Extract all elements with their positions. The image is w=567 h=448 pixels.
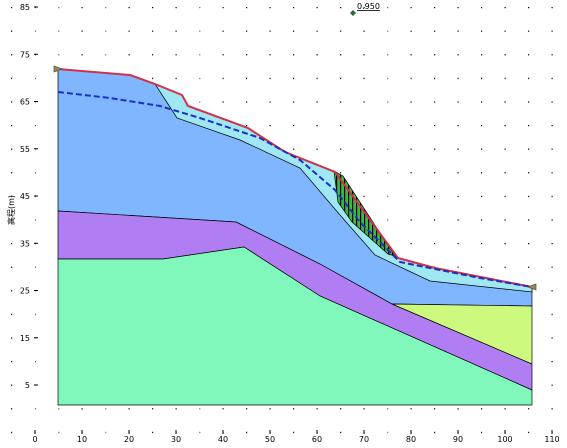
y-tick-label: 25 [20,287,30,296]
x-tick-label: 30 [171,435,181,444]
x-tick-label: 40 [218,435,228,444]
slip-center-marker [350,10,356,16]
axes: 0 10 20 30 40 50 60 70 80 90 100 110 5 15 25 35 45 55 65 75… [20,3,560,444]
x-tick-label: 90 [453,435,463,444]
yellow-layer [391,303,533,365]
x-tick-label: 110 [544,435,559,444]
y-tick-label: 85 [20,3,30,12]
x-tick-label: 20 [124,435,134,444]
y-tick-label: 15 [20,334,30,343]
x-tick-label: 0 [32,435,37,444]
ground-surface [57,68,533,288]
y-tick-label: 35 [20,239,30,248]
y-tick-label: 45 [20,192,30,201]
water-table [57,91,533,288]
y-tick-label: 75 [20,50,30,59]
y-tick-label: 5 [25,381,30,390]
fos-label: 0.950 [357,2,380,11]
y-tick-label: 65 [20,98,30,107]
x-tick-label: 50 [265,435,275,444]
y-axis-label: 高程(m) [6,195,16,225]
left-marker [53,65,63,73]
x-tick-label: 80 [406,435,416,444]
green-layer [57,246,533,406]
x-tick-label: 100 [497,435,512,444]
x-tick-label: 60 [312,435,322,444]
ground-model [53,65,537,406]
y-tick-label: 55 [20,145,30,154]
right-marker [527,283,537,291]
x-tick-label: 10 [77,435,87,444]
x-tick-label: 70 [359,435,369,444]
